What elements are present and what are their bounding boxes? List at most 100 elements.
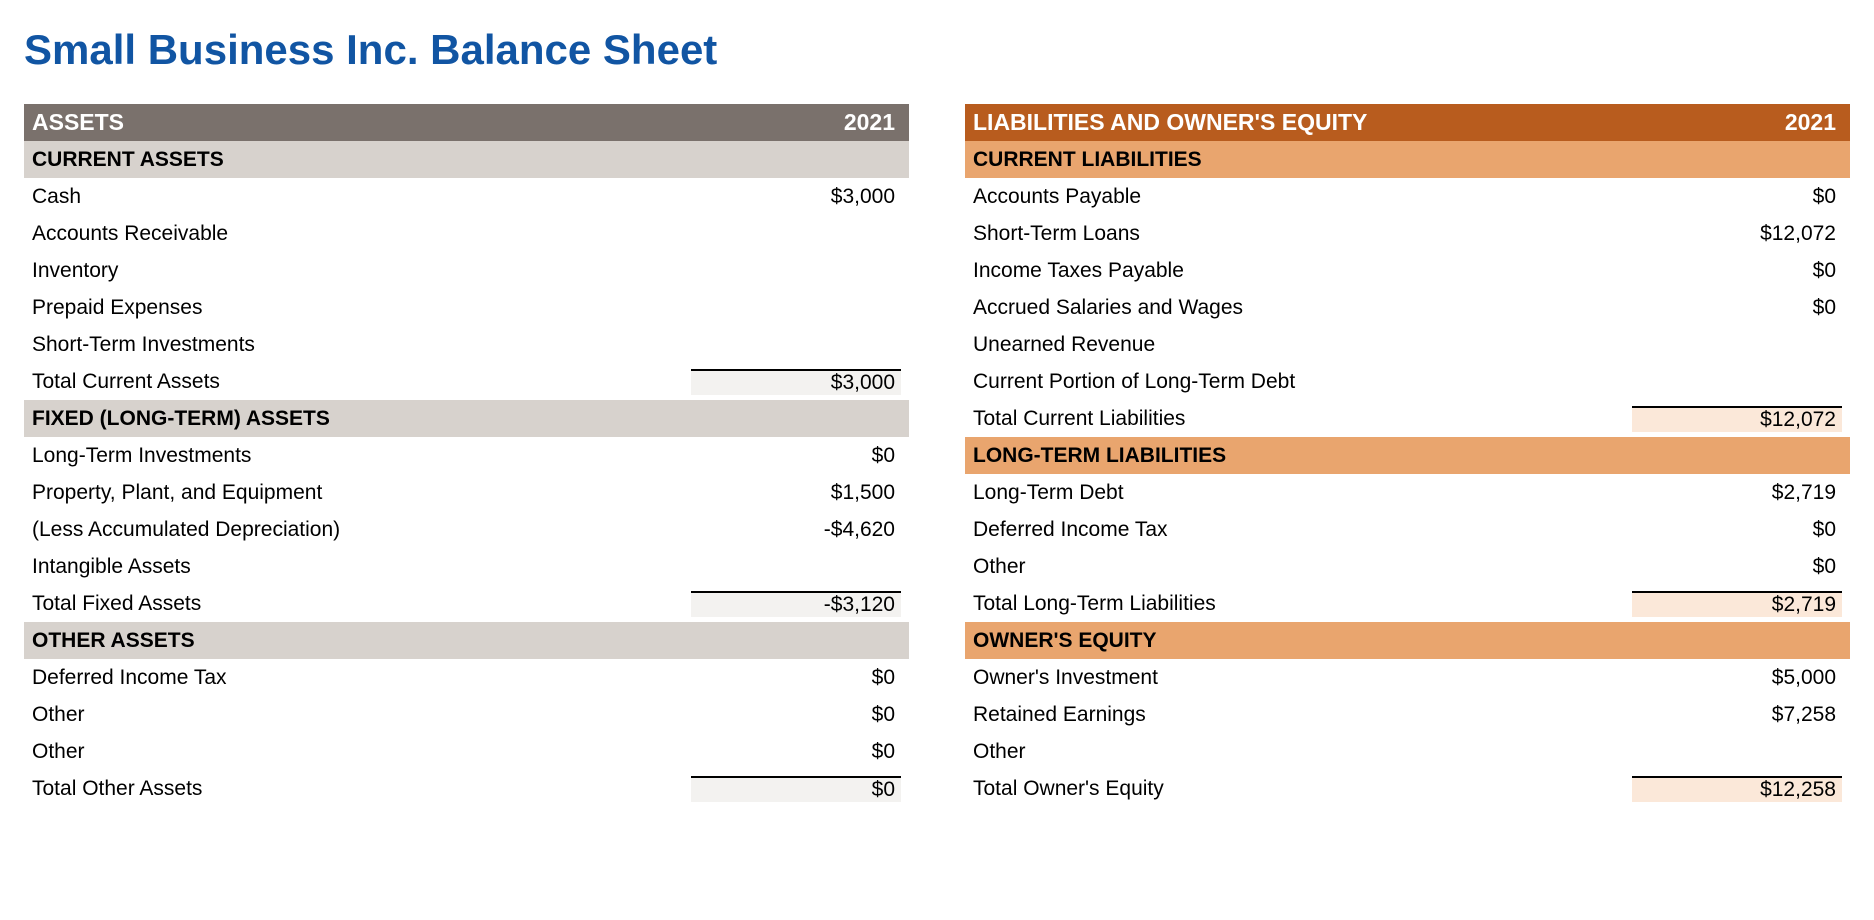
- row-value: $2,719: [1632, 591, 1842, 617]
- row-label: Inventory: [32, 259, 691, 283]
- row-value: $0: [1632, 259, 1842, 283]
- table-row: Intangible Assets: [24, 548, 909, 585]
- row-value: $0: [1632, 185, 1842, 209]
- table-row: Other $0: [965, 548, 1850, 585]
- total-current-assets-row: Total Current Assets $3,000: [24, 363, 909, 400]
- liabilities-column: LIABILITIES AND OWNER'S EQUITY 2021 CURR…: [965, 104, 1850, 807]
- row-label: (Less Accumulated Depreciation): [32, 518, 691, 542]
- total-fixed-assets-row: Total Fixed Assets -$3,120: [24, 585, 909, 622]
- row-value: $0: [691, 776, 901, 802]
- row-label: Deferred Income Tax: [32, 666, 691, 690]
- table-row: (Less Accumulated Depreciation) -$4,620: [24, 511, 909, 548]
- current-liabilities-title: CURRENT LIABILITIES: [973, 148, 1842, 172]
- table-row: Current Portion of Long-Term Debt: [965, 363, 1850, 400]
- row-label: Long-Term Investments: [32, 444, 691, 468]
- owners-equity-title: OWNER'S EQUITY: [973, 629, 1842, 653]
- liabilities-header-label: LIABILITIES AND OWNER'S EQUITY: [973, 109, 1632, 136]
- table-row: Other: [965, 733, 1850, 770]
- row-value: $2,719: [1632, 481, 1842, 505]
- row-label: Accrued Salaries and Wages: [973, 296, 1632, 320]
- owners-equity-subheader: OWNER'S EQUITY: [965, 622, 1850, 659]
- table-row: Long-Term Debt $2,719: [965, 474, 1850, 511]
- row-label: Income Taxes Payable: [973, 259, 1632, 283]
- row-label: Short-Term Investments: [32, 333, 691, 357]
- table-row: Unearned Revenue: [965, 326, 1850, 363]
- longterm-liabilities-title: LONG-TERM LIABILITIES: [973, 444, 1842, 468]
- row-value: $0: [1632, 518, 1842, 542]
- row-value: $3,000: [691, 369, 901, 395]
- row-label: Total Current Liabilities: [973, 407, 1632, 431]
- row-value: -$3,120: [691, 591, 901, 617]
- table-row: Short-Term Investments: [24, 326, 909, 363]
- row-label: Total Owner's Equity: [973, 777, 1632, 801]
- table-row: Owner's Investment $5,000: [965, 659, 1850, 696]
- row-label: Accounts Payable: [973, 185, 1632, 209]
- row-label: Property, Plant, and Equipment: [32, 481, 691, 505]
- fixed-assets-title: FIXED (LONG-TERM) ASSETS: [32, 407, 901, 431]
- row-label: Unearned Revenue: [973, 333, 1632, 357]
- total-owners-equity-row: Total Owner's Equity $12,258: [965, 770, 1850, 807]
- table-row: Short-Term Loans $12,072: [965, 215, 1850, 252]
- page-title: Small Business Inc. Balance Sheet: [24, 26, 1850, 74]
- current-assets-title: CURRENT ASSETS: [32, 148, 901, 172]
- row-label: Retained Earnings: [973, 703, 1632, 727]
- table-row: Deferred Income Tax $0: [24, 659, 909, 696]
- row-value: $12,258: [1632, 776, 1842, 802]
- row-label: Prepaid Expenses: [32, 296, 691, 320]
- assets-header-label: ASSETS: [32, 109, 691, 136]
- row-label: Other: [973, 740, 1632, 764]
- table-row: Deferred Income Tax $0: [965, 511, 1850, 548]
- row-value: $0: [1632, 555, 1842, 579]
- assets-header-year: 2021: [691, 109, 901, 136]
- row-label: Deferred Income Tax: [973, 518, 1632, 542]
- row-label: Total Long-Term Liabilities: [973, 592, 1632, 616]
- row-label: Total Fixed Assets: [32, 592, 691, 616]
- row-label: Intangible Assets: [32, 555, 691, 579]
- table-row: Other $0: [24, 733, 909, 770]
- row-value: $0: [691, 740, 901, 764]
- table-row: Retained Earnings $7,258: [965, 696, 1850, 733]
- table-row: Income Taxes Payable $0: [965, 252, 1850, 289]
- table-row: Other $0: [24, 696, 909, 733]
- table-row: Accrued Salaries and Wages $0: [965, 289, 1850, 326]
- assets-column: ASSETS 2021 CURRENT ASSETS Cash $3,000 A…: [24, 104, 909, 807]
- assets-header-row: ASSETS 2021: [24, 104, 909, 141]
- table-row: Long-Term Investments $0: [24, 437, 909, 474]
- row-value: $0: [1632, 296, 1842, 320]
- row-value: $3,000: [691, 185, 901, 209]
- table-row: Accounts Receivable: [24, 215, 909, 252]
- balance-sheet-columns: ASSETS 2021 CURRENT ASSETS Cash $3,000 A…: [24, 104, 1850, 807]
- table-row: Property, Plant, and Equipment $1,500: [24, 474, 909, 511]
- row-label: Other: [32, 703, 691, 727]
- total-other-assets-row: Total Other Assets $0: [24, 770, 909, 807]
- other-assets-subheader: OTHER ASSETS: [24, 622, 909, 659]
- row-label: Owner's Investment: [973, 666, 1632, 690]
- row-value: $7,258: [1632, 703, 1842, 727]
- row-label: Cash: [32, 185, 691, 209]
- row-value: $0: [691, 703, 901, 727]
- row-label: Other: [973, 555, 1632, 579]
- table-row: Inventory: [24, 252, 909, 289]
- other-assets-title: OTHER ASSETS: [32, 629, 901, 653]
- row-value: -$4,620: [691, 518, 901, 542]
- row-label: Short-Term Loans: [973, 222, 1632, 246]
- fixed-assets-subheader: FIXED (LONG-TERM) ASSETS: [24, 400, 909, 437]
- row-label: Accounts Receivable: [32, 222, 691, 246]
- row-label: Total Current Assets: [32, 370, 691, 394]
- table-row: Prepaid Expenses: [24, 289, 909, 326]
- row-label: Current Portion of Long-Term Debt: [973, 370, 1632, 394]
- table-row: Accounts Payable $0: [965, 178, 1850, 215]
- row-value: $12,072: [1632, 222, 1842, 246]
- row-label: Other: [32, 740, 691, 764]
- liabilities-header-row: LIABILITIES AND OWNER'S EQUITY 2021: [965, 104, 1850, 141]
- row-value: $1,500: [691, 481, 901, 505]
- current-assets-subheader: CURRENT ASSETS: [24, 141, 909, 178]
- total-current-liabilities-row: Total Current Liabilities $12,072: [965, 400, 1850, 437]
- row-label: Long-Term Debt: [973, 481, 1632, 505]
- longterm-liabilities-subheader: LONG-TERM LIABILITIES: [965, 437, 1850, 474]
- row-label: Total Other Assets: [32, 777, 691, 801]
- total-longterm-liabilities-row: Total Long-Term Liabilities $2,719: [965, 585, 1850, 622]
- row-value: $12,072: [1632, 406, 1842, 432]
- liabilities-header-year: 2021: [1632, 109, 1842, 136]
- current-liabilities-subheader: CURRENT LIABILITIES: [965, 141, 1850, 178]
